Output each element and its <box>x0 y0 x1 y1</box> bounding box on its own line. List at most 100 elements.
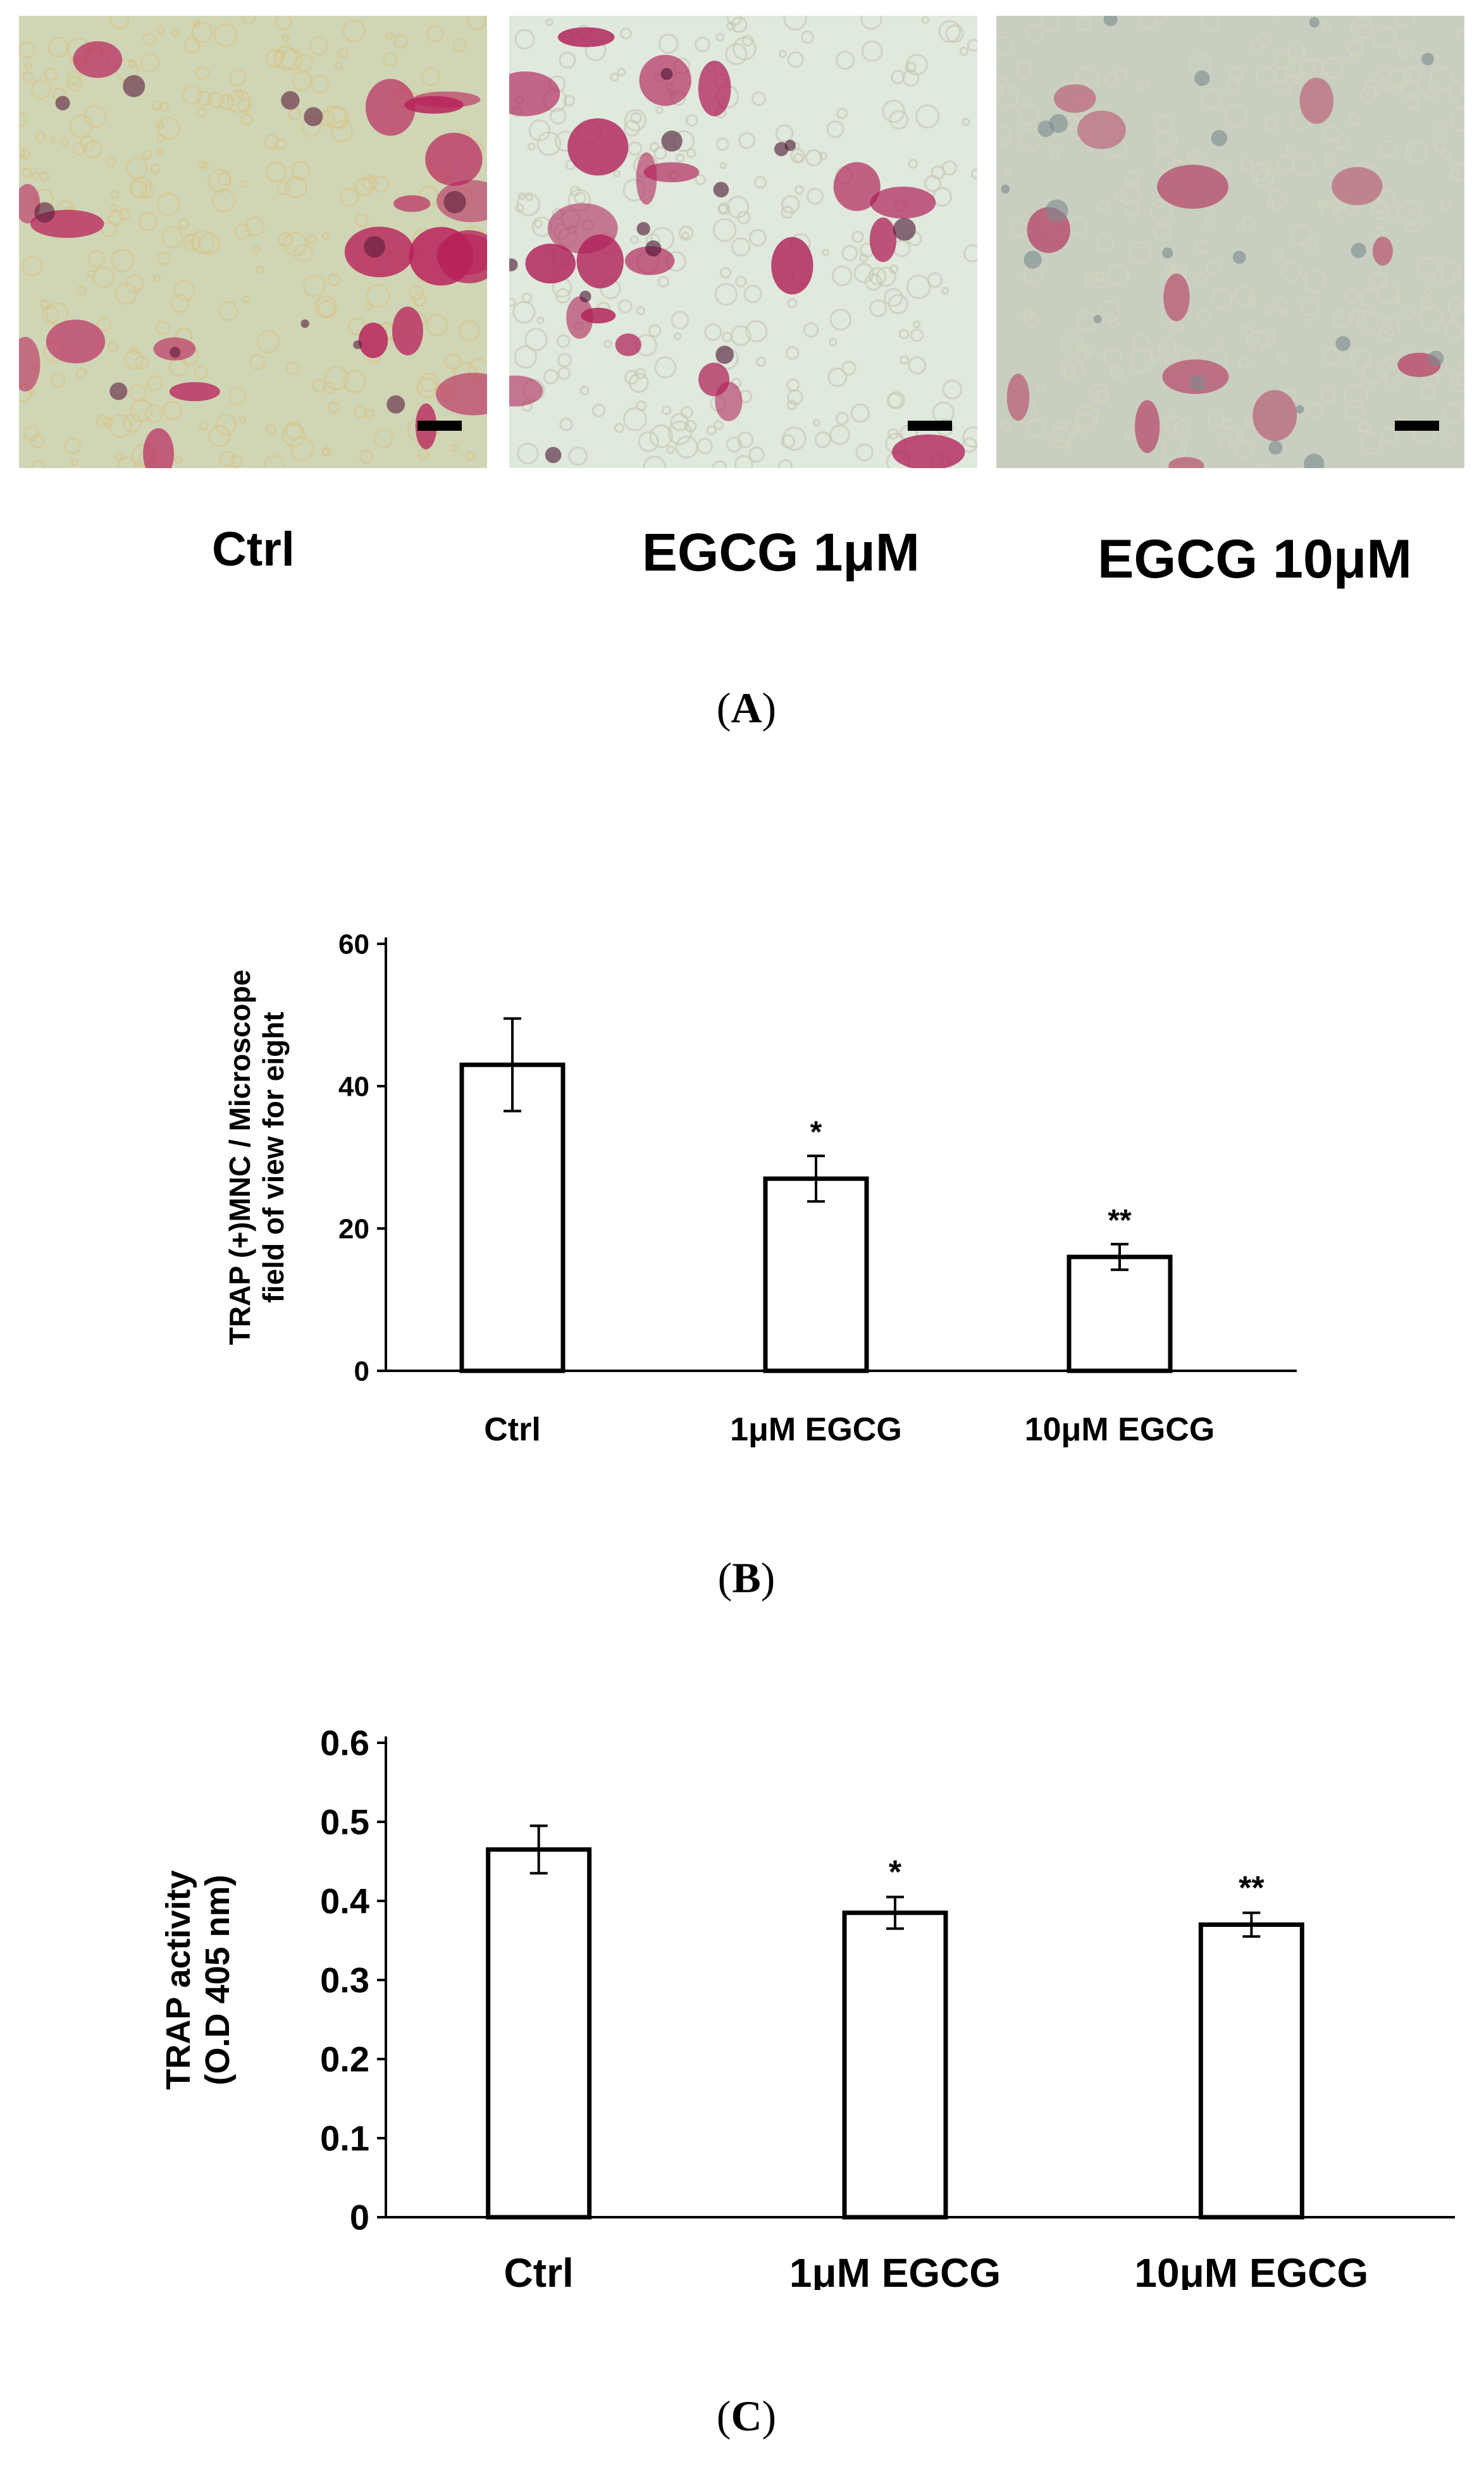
cell-speckle <box>1243 417 1252 426</box>
cell-speckle <box>294 244 314 264</box>
label-ctrl: Ctrl <box>212 523 295 576</box>
label-egcg-10um: EGCG 10μM <box>1098 529 1413 590</box>
cell-speckle <box>812 419 820 427</box>
dark-nucleus <box>281 91 300 110</box>
category-label: Ctrl <box>504 2250 574 2290</box>
cell-speckle <box>658 34 679 54</box>
cell-speckle <box>361 174 378 191</box>
cell-speckle <box>1017 102 1040 125</box>
cell-speckle <box>1050 149 1061 159</box>
trap-stained-cell <box>891 434 965 468</box>
scale-bar <box>908 421 952 431</box>
cell-speckle <box>829 309 852 331</box>
cell-speckle <box>1344 399 1365 420</box>
cell-speckle <box>801 30 814 44</box>
cell-speckle <box>228 387 247 405</box>
cell-speckle <box>1273 79 1290 96</box>
cell-speckle <box>159 101 170 112</box>
cell-speckle <box>706 425 717 436</box>
cell-speckle <box>1238 357 1249 369</box>
cell-speckle <box>1265 199 1274 207</box>
cell-speckle <box>736 211 751 225</box>
cell-speckle <box>945 24 964 43</box>
y-tick-label: 0.3 <box>320 1960 369 2000</box>
trap-stained-cell <box>1135 400 1160 454</box>
cell-speckle <box>841 361 856 376</box>
trap-stained-cell <box>1299 77 1334 124</box>
cell-speckle <box>1108 316 1120 328</box>
cell-speckle <box>249 354 266 370</box>
cell-speckle <box>915 104 940 129</box>
cell-speckle <box>142 32 156 46</box>
cell-speckle <box>1278 352 1288 362</box>
cell-speckle <box>829 338 838 347</box>
cell-speckle <box>636 306 645 316</box>
cell-speckle <box>465 450 476 461</box>
dark-nucleus <box>1037 120 1054 137</box>
cell-speckle <box>409 285 424 300</box>
cell-speckle <box>743 284 762 304</box>
cell-speckle <box>229 69 247 87</box>
cell-speckle <box>714 420 724 430</box>
trap-stained-cell <box>615 333 641 356</box>
cell-speckle <box>781 434 795 449</box>
y-tick-label: 0.6 <box>320 1723 369 1763</box>
cell-speckle <box>23 425 39 442</box>
cell-speckle <box>678 225 694 241</box>
cell-speckle <box>887 428 899 440</box>
cell-speckle <box>1456 30 1464 41</box>
significance-marker: ** <box>1108 1204 1132 1237</box>
cell-speckle <box>741 34 754 47</box>
y-tick-label: 0.4 <box>320 1881 369 1921</box>
category-label: 1μM EGCG <box>730 1411 902 1448</box>
cell-speckle <box>1001 420 1013 432</box>
cell-speckle <box>237 97 252 113</box>
cell-speckle <box>675 153 685 163</box>
cell-speckle <box>1125 430 1135 439</box>
cell-speckle <box>156 121 164 130</box>
cell-speckle <box>340 187 359 207</box>
cell-speckle <box>787 298 798 309</box>
cell-speckle <box>779 50 787 58</box>
cell-speckle <box>1234 439 1254 459</box>
dark-nucleus <box>300 319 309 328</box>
cell-speckle <box>579 385 590 396</box>
cell-speckle <box>323 105 347 129</box>
cell-speckle <box>962 437 977 453</box>
cell-speckle <box>745 319 768 343</box>
dark-nucleus <box>1335 336 1351 351</box>
cell-speckle <box>1303 269 1326 293</box>
dark-nucleus <box>55 96 70 111</box>
cell-speckle <box>20 149 31 159</box>
category-label: 10μM EGCG <box>1134 2250 1368 2290</box>
cell-speckle <box>910 328 924 342</box>
cell-speckle <box>183 37 201 54</box>
cell-speckle <box>314 295 338 319</box>
cell-speckle <box>80 135 96 151</box>
cell-speckle <box>613 170 621 178</box>
cell-speckle <box>144 404 163 424</box>
cell-speckle <box>140 53 161 73</box>
cell-speckle <box>667 420 692 445</box>
label-egcg-1um: EGCG 1μM <box>642 523 920 582</box>
cell-speckle <box>105 156 116 167</box>
cell-speckle <box>959 47 968 56</box>
significance-marker: * <box>889 1854 902 1891</box>
category-label: Ctrl <box>484 1411 541 1448</box>
cell-speckle <box>720 267 732 279</box>
cell-speckle <box>1359 287 1379 307</box>
dark-nucleus <box>713 182 729 198</box>
trap-stained-cell <box>625 246 675 275</box>
cell-speckle <box>174 455 183 464</box>
cell-speckle <box>967 39 977 52</box>
cell-speckle <box>383 51 398 67</box>
cell-speckle <box>807 187 824 205</box>
cell-speckle <box>1201 89 1223 110</box>
trap-stained-cell <box>698 60 731 116</box>
cell-speckle <box>1110 366 1124 380</box>
cell-speckle <box>889 110 909 130</box>
cell-speckle <box>196 90 213 107</box>
cell-speckle <box>1003 168 1011 177</box>
cell-speckle <box>1241 215 1256 230</box>
cell-speckle <box>787 389 803 405</box>
